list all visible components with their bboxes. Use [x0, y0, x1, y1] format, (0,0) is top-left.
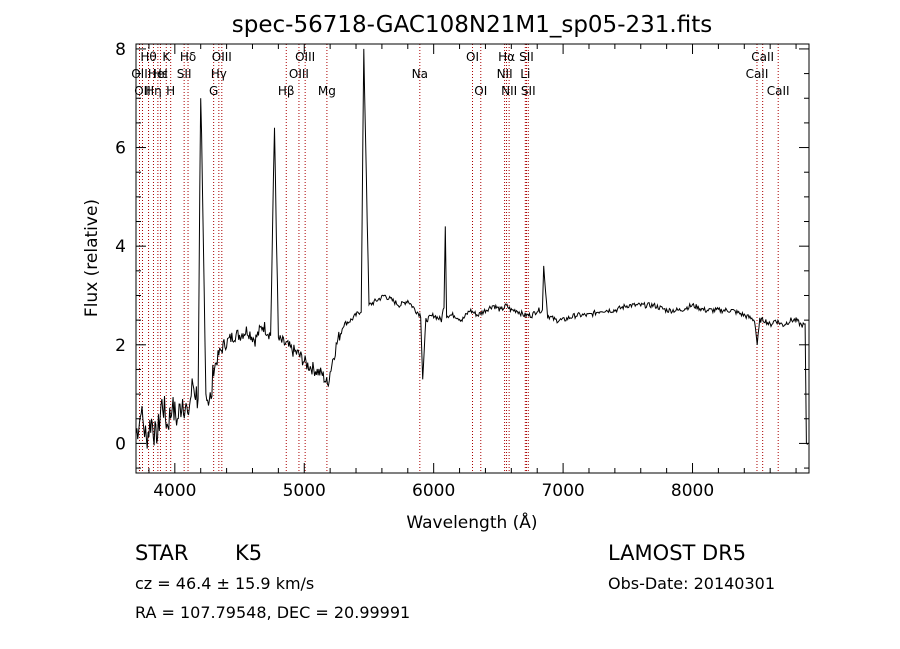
x-axis-label: Wavelength (Å) [406, 511, 537, 533]
line-label: OI [474, 84, 487, 98]
line-label: OIII [295, 50, 315, 64]
line-label: OIII [212, 50, 232, 64]
line-label: OIII [289, 67, 309, 81]
obs-date: Obs-Date: 20140301 [608, 574, 775, 593]
x-tick-label: 7000 [541, 481, 584, 501]
object-subclass: K5 [235, 541, 262, 565]
line-label: CaII [746, 67, 769, 81]
line-label: OII [134, 84, 151, 98]
line-label: NII [501, 84, 517, 98]
redshift-readout: cz = 46.4 ± 15.9 km/s [135, 574, 314, 593]
line-label: SII [519, 50, 534, 64]
x-tick-label: 4000 [153, 481, 196, 501]
line-label: Hγ [211, 67, 227, 81]
y-tick-label: 6 [115, 139, 126, 159]
spectrum-series [135, 48, 810, 449]
line-label: OI [466, 50, 479, 64]
line-label: Hα [498, 50, 515, 64]
y-axis-label: Flux (relative) [82, 199, 102, 317]
x-axis-ticks: 4000 5000 6000 7000 8000 [148, 44, 797, 501]
line-label: Mg [318, 84, 336, 98]
line-label: NII [497, 67, 513, 81]
x-tick-label: 6000 [412, 481, 455, 501]
line-label: SII [177, 67, 192, 81]
line-label: Hβ [278, 84, 295, 98]
y-tick-label: 4 [115, 237, 126, 257]
line-label: K [162, 50, 171, 64]
coordinates: RA = 107.79548, DEC = 20.99991 [135, 603, 410, 622]
line-label: H [166, 84, 175, 98]
line-label: Li [520, 67, 530, 81]
line-label: HeI [148, 67, 168, 81]
line-label: Hδ [180, 50, 196, 64]
line-label: Hε [153, 67, 169, 81]
y-tick-label: 0 [115, 434, 126, 454]
line-markers [138, 44, 779, 473]
survey-name: LAMOST DR5 [608, 541, 746, 565]
plot-frame [135, 43, 810, 474]
x-tick-label: 8000 [671, 481, 714, 501]
line-labels: OIIOIIHθHηHeIHεKHSIIHδGHγOIIIHβOIIIOIIIM… [131, 50, 789, 98]
line-label: Hη [145, 84, 162, 98]
chart-title: spec-56718-GAC108N21M1_sp05-231.fits [232, 12, 712, 38]
x-tick-label: 5000 [283, 481, 326, 501]
y-tick-label: 2 [115, 336, 126, 356]
line-label: CaII [767, 84, 790, 98]
line-label: G [209, 84, 218, 98]
object-class: STAR [135, 541, 188, 565]
y-axis-ticks: 0 2 4 6 8 [115, 40, 809, 469]
line-label: Na [412, 67, 428, 81]
line-label: Hθ [140, 50, 156, 64]
line-label: CaII [751, 50, 774, 64]
y-tick-label: 8 [115, 40, 126, 60]
line-label: SII [521, 84, 536, 98]
